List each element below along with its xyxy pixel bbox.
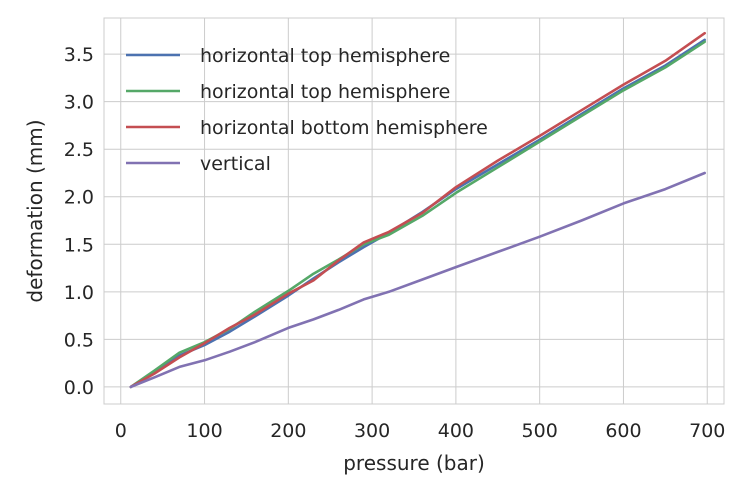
- y-tick-label: 2.5: [64, 139, 94, 161]
- series-layer: [129, 31, 707, 389]
- plot-frame: [103, 17, 725, 405]
- x-axis-label: pressure (bar): [343, 451, 485, 475]
- y-tick-label: 1.5: [64, 234, 94, 256]
- y-tick-label: 3.5: [64, 44, 94, 66]
- y-axis-label: deformation (mm): [23, 119, 47, 302]
- series-line-2: [129, 31, 707, 389]
- x-tick-label: 0: [115, 420, 127, 442]
- legend-label-0: horizontal top hemisphere: [200, 45, 450, 67]
- x-tick-label: 300: [354, 420, 390, 442]
- grid-lines: [104, 18, 724, 404]
- y-tick-label: 1.0: [64, 282, 94, 304]
- series-line-0: [129, 38, 707, 389]
- x-tick-labels: 0 100 200 300 400 500 600 700: [115, 420, 726, 442]
- x-tick-label: 100: [186, 420, 222, 442]
- x-tick-label: 500: [522, 420, 558, 442]
- y-tick-label: 3.0: [64, 92, 94, 114]
- y-tick-label: 0.5: [64, 329, 94, 351]
- legend-label-2: horizontal bottom hemisphere: [200, 117, 488, 139]
- legend-label-1: horizontal top hemisphere: [200, 81, 450, 103]
- x-tick-label: 200: [270, 420, 306, 442]
- legend-label-3: vertical: [200, 153, 271, 175]
- y-tick-label: 2.0: [64, 187, 94, 209]
- y-tick-labels: 0.0 0.5 1.0 1.5 2.0 2.5 3.0 3.5: [64, 44, 94, 399]
- series-line-3: [129, 171, 707, 389]
- x-tick-label: 700: [689, 420, 725, 442]
- y-tick-label: 0.0: [64, 377, 94, 399]
- x-tick-label: 400: [438, 420, 474, 442]
- x-tick-label: 600: [605, 420, 641, 442]
- legend: horizontal top hemisphere horizontal top …: [126, 45, 488, 175]
